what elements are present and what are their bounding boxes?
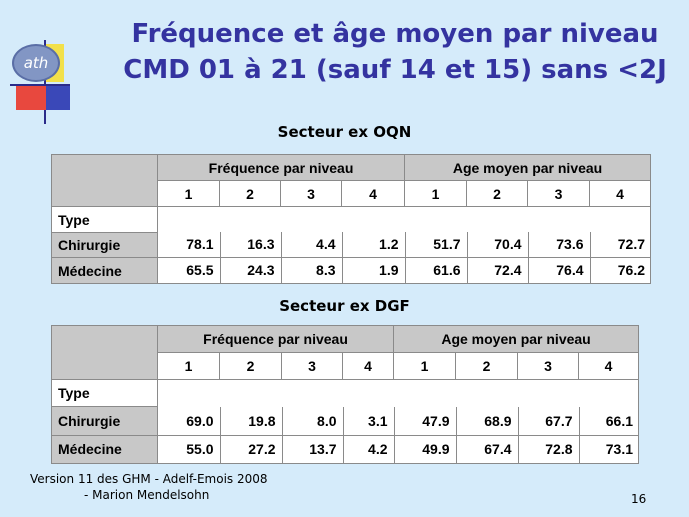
level-header: 4	[578, 352, 640, 380]
table-cell: 8.0	[281, 407, 344, 435]
corner-cell	[51, 154, 158, 207]
sector-title-oqn: Secteur ex OQN	[277, 123, 412, 141]
table-cell: 1.9	[341, 256, 406, 283]
table-cell: 76.4	[527, 256, 591, 283]
logo-badge: ath	[12, 44, 60, 82]
row-label-chirurgie: Chirurgie	[51, 232, 158, 258]
table-cell: 47.9	[393, 407, 457, 435]
slide-title-line1: Fréquence et âge moyen par niveau	[131, 19, 659, 49]
level-header: 3	[280, 180, 342, 207]
level-header: 1	[393, 352, 457, 380]
table-cell: 4.4	[280, 232, 343, 257]
level-header: 4	[341, 352, 395, 380]
table-cell: 69.0	[158, 407, 221, 435]
table-cell: 67.4	[455, 434, 519, 463]
table-cell: 76.2	[589, 256, 651, 283]
level-header: 2	[219, 352, 282, 380]
level-header: 2	[219, 180, 281, 207]
level-header: 2	[455, 352, 519, 380]
table-oqn: Fréquence par niveau Age moyen par nivea…	[51, 154, 652, 284]
table-cell: 1.2	[341, 232, 406, 257]
corner-cell	[51, 325, 158, 380]
table-cell: 70.4	[466, 232, 529, 257]
table-cell: 72.4	[466, 256, 529, 283]
level-header: 2	[466, 180, 529, 207]
footer-line1: Version 11 des GHM - Adelf-Emois 2008	[30, 472, 268, 486]
logo-red-block	[16, 86, 46, 110]
logo-blue-block	[46, 86, 70, 110]
table-cell: 61.6	[404, 256, 468, 283]
logo-horizontal-line	[10, 84, 70, 86]
logo-text: ath	[23, 54, 49, 72]
type-label: Type	[51, 378, 158, 408]
values-block: 78.1 16.3 4.4 1.2 51.7 70.4 73.6 72.7 65…	[156, 206, 652, 284]
table-cell: 72.7	[589, 232, 651, 257]
values-block: 69.0 19.8 8.0 3.1 47.9 68.9 67.7 66.1 55…	[156, 379, 640, 464]
group-header-frequency: Fréquence par niveau	[156, 154, 406, 181]
page-number: 16	[631, 492, 647, 506]
table-cell: 19.8	[219, 407, 283, 435]
level-header: 1	[157, 180, 220, 207]
level-header: 3	[281, 352, 343, 380]
table-cell: 67.7	[517, 407, 580, 435]
table-cell: 8.3	[280, 256, 343, 283]
table-cell: 55.0	[158, 434, 221, 463]
group-header-age: Age moyen par niveau	[404, 154, 652, 181]
table-cell: 72.8	[517, 434, 580, 463]
table-cell: 16.3	[219, 232, 282, 257]
ath-logo-icon: ath	[10, 40, 100, 130]
row-label-medecine: Médecine	[51, 434, 158, 465]
table-cell: 51.7	[404, 232, 468, 257]
table-cell: 4.2	[342, 434, 395, 463]
level-header: 3	[527, 180, 591, 207]
row-label-medecine: Médecine	[51, 257, 158, 284]
level-header: 4	[589, 180, 652, 207]
row-label-chirurgie: Chirurgie	[51, 406, 158, 436]
table-cell: 65.5	[158, 256, 221, 283]
level-header: 1	[404, 180, 468, 207]
footer-credits: Version 11 des GHM - Adelf-Emois 2008 - …	[30, 471, 268, 503]
table-cell: 66.1	[578, 407, 639, 435]
table-cell: 3.1	[342, 407, 395, 435]
group-header-frequency: Fréquence par niveau	[156, 325, 395, 353]
table-cell: 68.9	[455, 407, 519, 435]
level-header: 3	[517, 352, 580, 380]
type-label: Type	[51, 206, 158, 233]
level-header: 4	[340, 180, 406, 207]
table-cell: 49.9	[393, 434, 457, 463]
group-header-age: Age moyen par niveau	[393, 325, 640, 353]
table-cell: 24.3	[219, 256, 282, 283]
table-cell: 27.2	[219, 434, 283, 463]
table-dgf: Fréquence par niveau Age moyen par nivea…	[51, 325, 640, 465]
logo-vertical-line	[44, 40, 46, 124]
table-cell: 73.6	[527, 232, 591, 257]
footer-line2: - Marion Mendelsohn	[84, 488, 210, 502]
table-cell: 73.1	[578, 434, 639, 463]
table-cell: 78.1	[158, 232, 221, 257]
level-header: 1	[157, 352, 220, 380]
sector-title-dgf: Secteur ex DGF	[279, 297, 410, 315]
table-cell: 13.7	[281, 434, 344, 463]
slide-title-line2: CMD 01 à 21 (sauf 14 et 15) sans <2J	[123, 55, 667, 85]
